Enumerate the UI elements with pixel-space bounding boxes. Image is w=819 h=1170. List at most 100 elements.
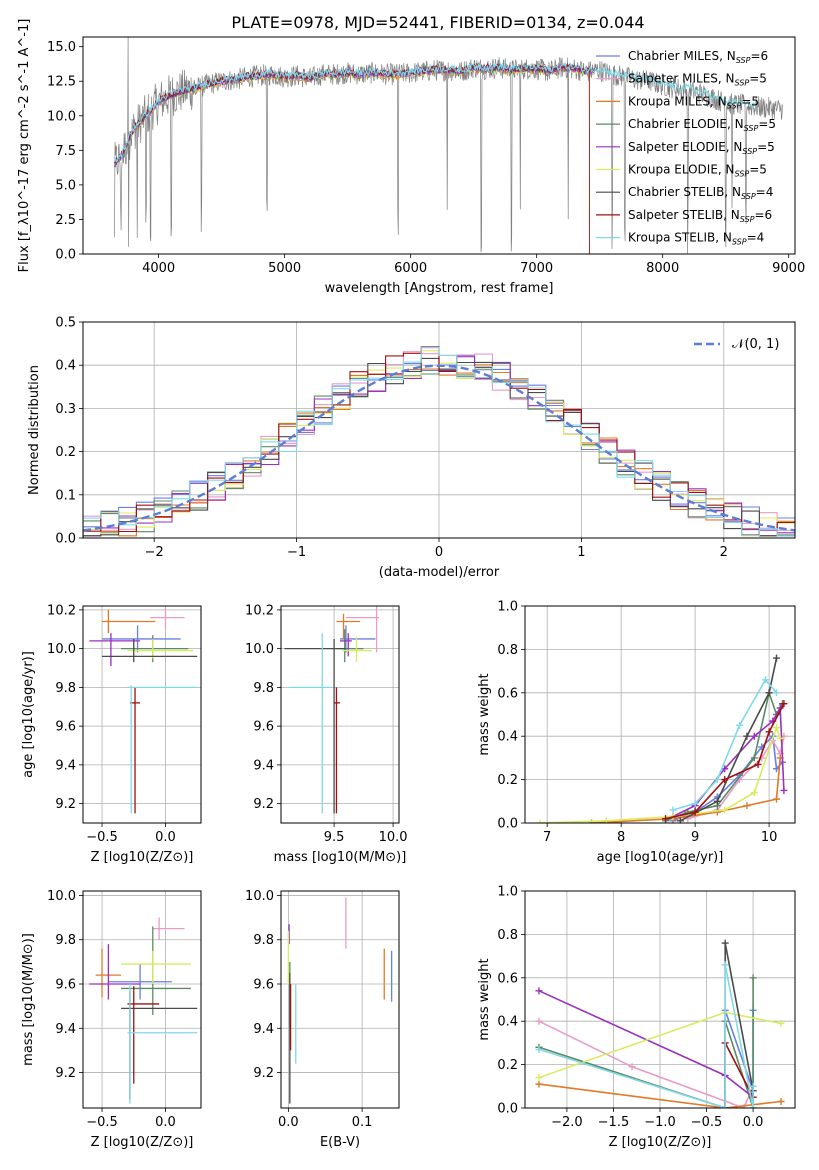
charts-container: 4000 5000 6000 7000 8000 90000.02.55.07.510.0… [17, 19, 805, 1150]
errorbar-point [89, 944, 141, 1000]
spectrum-legend: Chabrier MILES, NSSP=6 Salpeter MILES, NS… [596, 49, 776, 247]
plot-area-mass-weight-vs-Z [535, 939, 785, 1108]
mass-weight-marker [773, 654, 781, 662]
axes-spectrum: 4000 5000 6000 7000 8000 9000 0.0 2.5 5.0 7.5 10.0… [17, 19, 805, 296]
y-tick-label: 0.2 [55, 445, 76, 460]
mass-weight-marker [765, 728, 773, 736]
x-tick-label: 1 [577, 545, 585, 560]
y-tick-label: 0.8 [497, 928, 518, 943]
mass-weight-marker [691, 799, 699, 807]
errorbar-point [284, 638, 346, 814]
x-tick-label: −2.0 [551, 1115, 583, 1130]
x-tick-label: −1.5 [598, 1115, 630, 1130]
legend-label: Kroupa STELIB, NSSP=4 [628, 231, 764, 247]
mass-weight-marker [721, 961, 729, 969]
mass-weight-line [672, 678, 778, 811]
y-tick-label: 10.0 [47, 642, 76, 657]
mass-weight-marker [602, 817, 610, 823]
mass-weight-marker [721, 776, 729, 784]
axes-mass-weight-vs-age: 7 8 9 10 0.0 0.2 0.4 0.6 0.8 1.0 age [log10(age/yr… [477, 600, 796, 865]
residual-legend: 𝒩(0, 1) [694, 337, 779, 352]
x-tick-label: 0 [435, 545, 443, 560]
y-tick-label: 9.8 [253, 681, 274, 696]
errorbar-point [121, 950, 191, 984]
axes-age-vs-mass: 9.5 10.0 9.2 9.4 9.6 9.8 10.0 10.2 mass [log10(M… [245, 603, 408, 865]
y-axis-label: Normed distribution [27, 365, 42, 495]
x-axis-label: Z [log10(Z/Z⊙)] [91, 850, 194, 865]
mass-weight-marker [761, 676, 769, 684]
errorbar-point [89, 633, 141, 667]
plot-area-age-vs-Z [89, 607, 198, 814]
x-tick-label: 5000 [268, 261, 301, 276]
mass-weight-marker [535, 1080, 543, 1088]
y-tick-label: 9.4 [55, 758, 76, 773]
plot-area-mass-vs-EBV [287, 897, 393, 1104]
axes-residuals: −2 −1 0 1 2 0.0 0.1 0.2 0.3 0.4 0.5 (data-model)/er… [27, 316, 796, 580]
mass-weight-line [665, 703, 785, 820]
x-tick-label: 2 [720, 545, 728, 560]
normal-distribution-curve [83, 364, 795, 532]
y-tick-label: 1.0 [497, 600, 518, 615]
mass-weight-line [591, 757, 781, 823]
errorbar-point [102, 609, 156, 634]
x-tick-label: 0.0 [155, 1115, 176, 1130]
mass-weight-marker [736, 721, 744, 729]
mass-weight-marker [754, 760, 762, 768]
legend-label: Kroupa ELODIE, NSSP=5 [628, 163, 767, 179]
axes-frame [280, 890, 400, 1109]
errorbar-point [127, 984, 198, 1104]
y-axis-label: age [log10(age/yr)] [21, 651, 36, 778]
mass-weight-marker [773, 795, 781, 803]
x-axis-label: mass [log10(M/M⊙)] [274, 850, 407, 865]
y-tick-label: 0.0 [55, 248, 76, 263]
mass-weight-marker [676, 817, 684, 823]
errorbar-point [102, 638, 198, 663]
model-spectrum-line [113, 60, 758, 163]
y-tick-label: 15.0 [47, 40, 76, 55]
legend-label: Salpeter ELODIE, NSSP=5 [628, 140, 775, 156]
legend-label: Salpeter MILES, NSSP=5 [628, 72, 767, 88]
mass-weight-marker [749, 1082, 757, 1090]
y-tick-label: 2.5 [55, 213, 76, 228]
y-tick-label: 0.2 [497, 773, 518, 788]
mass-weight-line [538, 990, 754, 1098]
errorbar-point [336, 629, 364, 663]
mass-weight-marker [777, 1097, 785, 1105]
axes-age-vs-Z: −0.5 0.0 9.2 9.4 9.6 9.8 10.0 10.2 Z [log10(Z/Z⊙… [21, 603, 202, 865]
y-tick-label: 12.5 [47, 75, 76, 90]
legend-label: Chabrier ELODIE, NSSP=5 [628, 117, 776, 133]
mass-weight-marker [721, 1104, 729, 1108]
y-tick-label: 10.0 [47, 109, 76, 124]
residual-histogram-step [83, 346, 795, 538]
axes-frame [82, 890, 202, 1109]
mass-weight-marker [535, 987, 543, 995]
errorbar-point [152, 917, 185, 940]
x-tick-label: 0.0 [155, 830, 176, 845]
y-tick-label: 9.6 [253, 978, 274, 993]
mass-weight-marker [535, 1045, 543, 1053]
y-tick-label: 0.3 [55, 402, 76, 417]
y-tick-label: 10.0 [245, 642, 274, 657]
x-tick-label: 8 [617, 830, 625, 845]
y-tick-label: 1.0 [497, 885, 518, 900]
x-axis-label: (data-model)/error [379, 565, 500, 580]
y-tick-label: 9.4 [253, 1022, 274, 1037]
y-tick-label: 0.8 [497, 643, 518, 658]
mass-weight-marker [765, 689, 773, 697]
legend-label: 𝒩(0, 1) [732, 337, 779, 352]
mass-weight-marker [749, 1104, 757, 1108]
mass-weight-marker [669, 806, 677, 814]
y-tick-label: 9.2 [55, 797, 76, 812]
y-tick-label: 9.2 [253, 1066, 274, 1081]
mass-weight-marker [535, 1017, 543, 1025]
x-tick-label: 9 [691, 830, 699, 845]
x-tick-label: 7000 [520, 261, 553, 276]
mass-weight-marker [773, 689, 781, 697]
axes-frame [524, 890, 796, 1109]
errorbar-point [108, 964, 172, 1000]
y-tick-label: 0.2 [497, 1058, 518, 1073]
x-tick-label: −2 [145, 545, 164, 560]
x-tick-label: −1.0 [644, 1115, 676, 1130]
y-tick-label: 10.2 [245, 603, 274, 618]
